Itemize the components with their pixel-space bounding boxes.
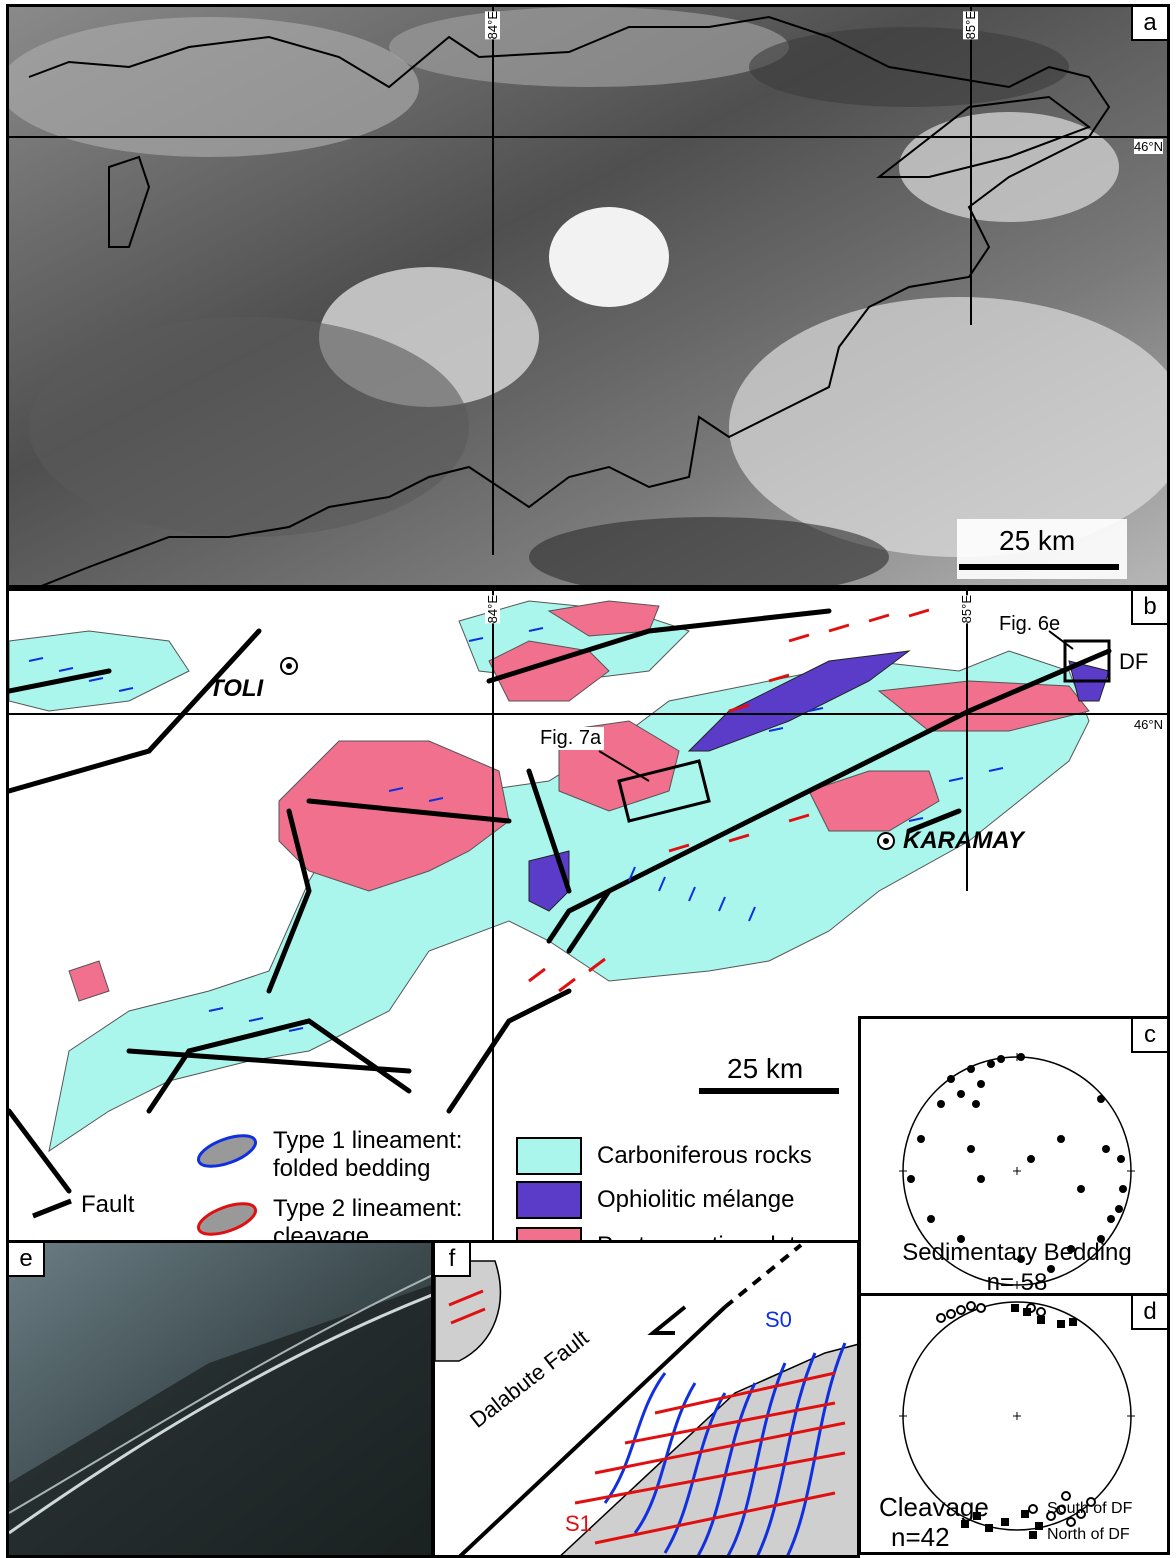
legend-south-label: South of DF	[1047, 1500, 1133, 1517]
callout-lines	[598, 630, 1074, 782]
scale-label-a: 25 km	[999, 525, 1076, 556]
panel-label-d: d	[1131, 1296, 1167, 1330]
graticule	[9, 591, 1167, 1241]
df-label: DF	[1119, 649, 1149, 674]
town-karamay: KARAMAY	[903, 827, 1024, 854]
panel-a-satellite: 84°E 85°E 46°N 25 km a	[6, 4, 1170, 588]
legend-carb-swatch	[516, 1137, 582, 1175]
legend-plut-swatch	[516, 1227, 582, 1241]
geologic-map-b	[9, 591, 1167, 1241]
pluton-3	[547, 600, 660, 637]
fault-lines	[9, 608, 1112, 1194]
town-toli: TOLI	[209, 675, 264, 702]
fig7a-callout: Fig. 7a	[537, 727, 605, 750]
satellite-image-a	[9, 7, 1167, 585]
pluton-7	[68, 960, 110, 1002]
stereonet-d	[899, 1301, 1135, 1532]
legend-type1-symbol	[197, 1134, 257, 1168]
legend-ophi-swatch	[516, 1181, 582, 1219]
stereonet-d-legend-symbols	[1028, 1504, 1038, 1539]
legend-north-label: North of DF	[1047, 1526, 1130, 1543]
scale-label-b: 25 km	[727, 1053, 804, 1084]
legend-fault-label: Fault	[81, 1191, 135, 1218]
lon-84-label-a: 84°E	[485, 11, 500, 40]
stereonet-c	[899, 1053, 1135, 1289]
legend-ophi-label: Ophiolitic mélange	[597, 1186, 795, 1213]
panel-d-stereonet: Cleavage n=42 South of DF North of DF d	[858, 1293, 1170, 1555]
pluton-2	[488, 640, 610, 702]
lon-85-label-a: 85°E	[963, 11, 978, 40]
panel-e-satellite: e	[6, 1240, 434, 1558]
type1-lineaments	[28, 627, 1004, 1032]
sketch-f	[435, 1243, 857, 1555]
stereonet-c-title: Sedimentary Bedding	[902, 1239, 1132, 1266]
pluton-6	[808, 770, 940, 832]
ophiolite-1	[687, 650, 911, 752]
panel-label-b: b	[1131, 591, 1167, 625]
type2-lineaments	[528, 608, 930, 993]
panel-label-f: f	[435, 1243, 471, 1277]
stereonet-d-n: n=42	[891, 1522, 950, 1552]
satellite-image-e	[9, 1243, 431, 1555]
s0-label: S0	[765, 1307, 792, 1332]
legend-carb-label: Carboniferous rocks	[597, 1142, 812, 1169]
fig6e-callout: Fig. 6e	[999, 613, 1061, 635]
lat-46-label-b: 46°N	[1133, 717, 1163, 732]
lon-85-label-b: 85°E	[959, 595, 974, 624]
panel-label-c: c	[1131, 1019, 1167, 1053]
panel-label-e: e	[9, 1243, 45, 1277]
lon-84-label-b: 84°E	[485, 595, 500, 624]
s1-label: S1	[565, 1511, 592, 1536]
legend-type1-label: Type 1 lineament: folded bedding	[273, 1127, 463, 1182]
panel-c-stereonet: Sedimentary Bedding n= 58 c	[858, 1016, 1170, 1296]
lat-46-label-a: 46°N	[1133, 139, 1163, 154]
legend-type2-label: Type 2 lineament: cleavage	[273, 1195, 463, 1244]
legend-plut-label: Post-accretion plutons	[597, 1232, 834, 1241]
stereonet-c-n: n= 58	[986, 1269, 1048, 1296]
fig7a-box	[617, 759, 711, 823]
panel-f-sketch: Dalabute Fault S0 S1 f	[432, 1240, 860, 1558]
fig6e-box	[1063, 639, 1111, 683]
legend-fault-symbol	[32, 1198, 72, 1219]
panel-label-a: a	[1131, 7, 1167, 41]
stereonet-d-title: Cleavage	[879, 1492, 989, 1522]
legend-type2-symbol	[197, 1202, 257, 1236]
